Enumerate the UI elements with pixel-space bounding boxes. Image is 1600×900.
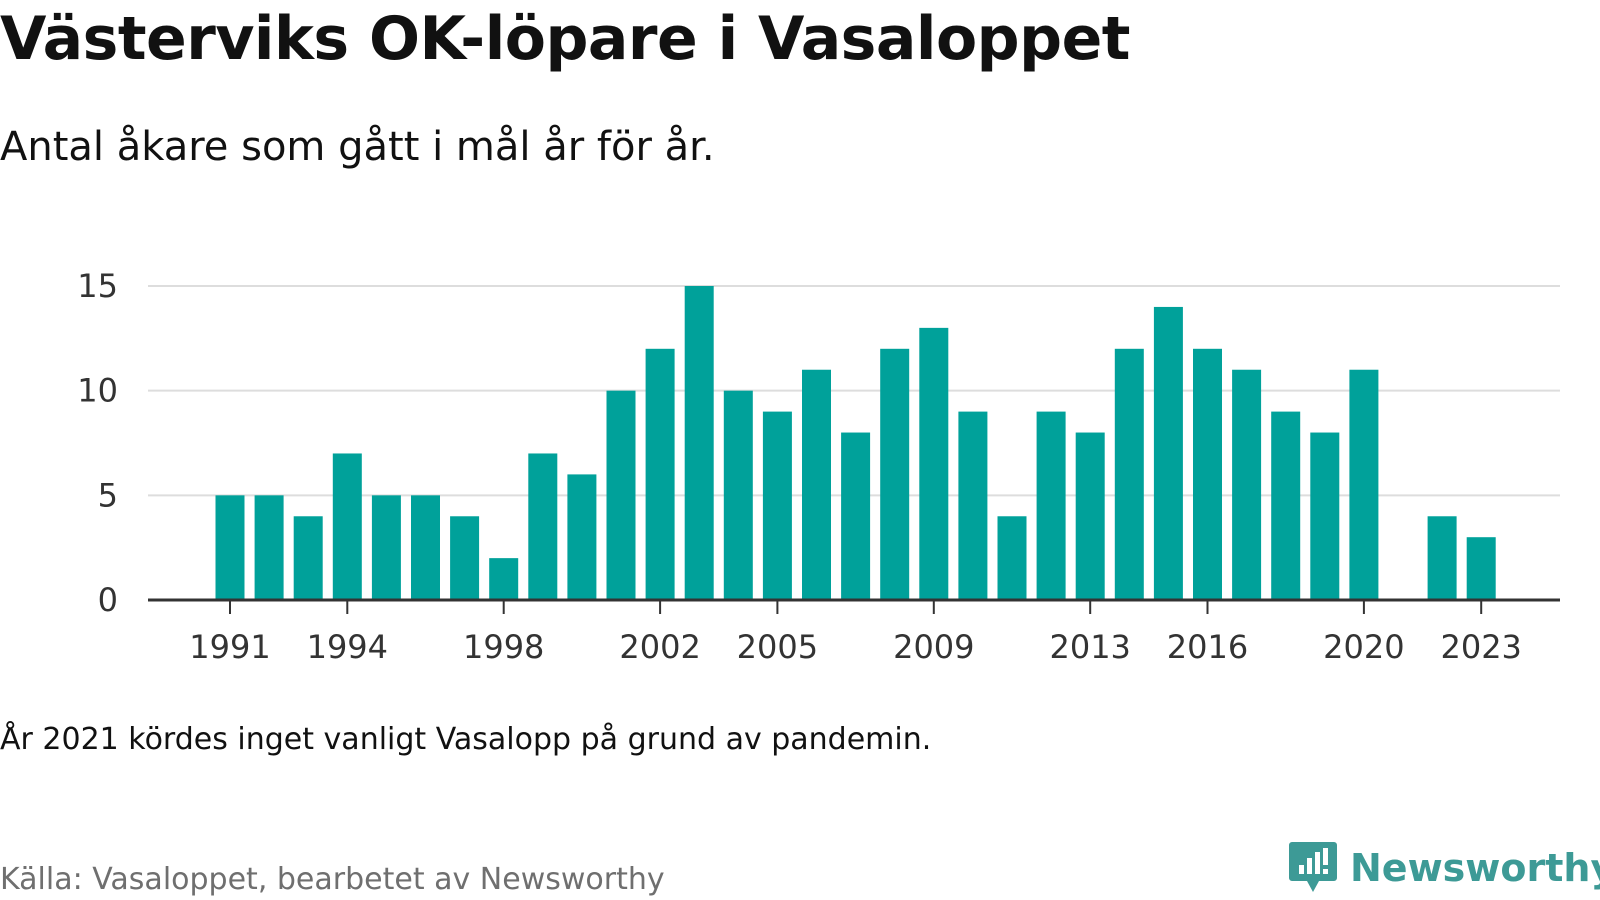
x-tick-label: 2005 — [737, 628, 818, 666]
newsworthy-logo-icon — [1289, 842, 1337, 892]
bar-2000 — [567, 474, 597, 600]
bar-2014 — [1114, 348, 1144, 600]
bar-1997 — [450, 516, 480, 600]
y-tick-label: 5 — [98, 476, 118, 514]
bar-2016 — [1193, 348, 1222, 600]
brand-name: Newsworthy — [1350, 846, 1600, 890]
y-tick-label: 10 — [77, 372, 118, 410]
x-tick-label: 2020 — [1323, 628, 1404, 666]
bar-2009 — [919, 327, 949, 600]
x-tick-label: 1994 — [307, 628, 388, 666]
bar-2013 — [1075, 432, 1105, 600]
x-tick-label: 2023 — [1440, 628, 1521, 666]
bar-2002 — [645, 348, 675, 600]
x-tick-label: 1991 — [189, 628, 270, 666]
bar-2008 — [880, 348, 910, 600]
bar-2017 — [1232, 369, 1262, 600]
bar-1996 — [411, 495, 440, 600]
bar-2006 — [802, 369, 831, 600]
chart-subtitle: Antal åkare som gått i mål år för år. — [0, 124, 715, 170]
y-tick-label: 0 — [98, 581, 118, 619]
x-tick-label: 1998 — [463, 628, 544, 666]
bar-chart: 0 5 10 15 1991 1994 1998 2002 2005 2009 2013 2016 20… — [77, 267, 1560, 666]
x-tick-label: 2013 — [1049, 628, 1130, 666]
bar-1994 — [332, 453, 362, 600]
bar-2010 — [958, 411, 988, 600]
bar-2005 — [762, 411, 792, 600]
bar-2001 — [606, 390, 636, 600]
bar-2022 — [1427, 516, 1457, 600]
bar-1993 — [293, 516, 323, 600]
x-tick-label: 2002 — [619, 628, 700, 666]
bar-2004 — [723, 390, 753, 600]
bars — [215, 286, 1496, 600]
bar-2023 — [1466, 537, 1496, 600]
chart-title: Västerviks OK-löpare i Vasaloppet — [0, 4, 1130, 74]
source-text: Källa: Vasaloppet, bearbetet av Newswort… — [0, 862, 665, 897]
bar-2019 — [1310, 432, 1340, 600]
bar-1995 — [371, 495, 401, 600]
bar-2011 — [997, 516, 1027, 600]
bar-2003 — [684, 286, 714, 600]
bar-2007 — [841, 432, 871, 600]
x-tick-label: 2009 — [893, 628, 974, 666]
footnote: År 2021 kördes inget vanligt Vasalopp på… — [0, 722, 932, 757]
x-tick-label: 2016 — [1167, 628, 1248, 666]
bar-2015 — [1153, 306, 1183, 600]
bar-1999 — [528, 453, 558, 600]
bar-1991 — [215, 495, 245, 600]
bar-2018 — [1271, 411, 1301, 600]
bar-2020 — [1349, 369, 1379, 600]
y-tick-label: 15 — [77, 267, 118, 305]
bar-1992 — [254, 495, 284, 600]
axes: 0 5 10 15 1991 1994 1998 2002 2005 2009 2013 2016 20… — [77, 267, 1560, 666]
bar-1998 — [489, 558, 519, 600]
bar-2012 — [1036, 411, 1066, 600]
brand: Newsworthy — [1288, 838, 1600, 898]
